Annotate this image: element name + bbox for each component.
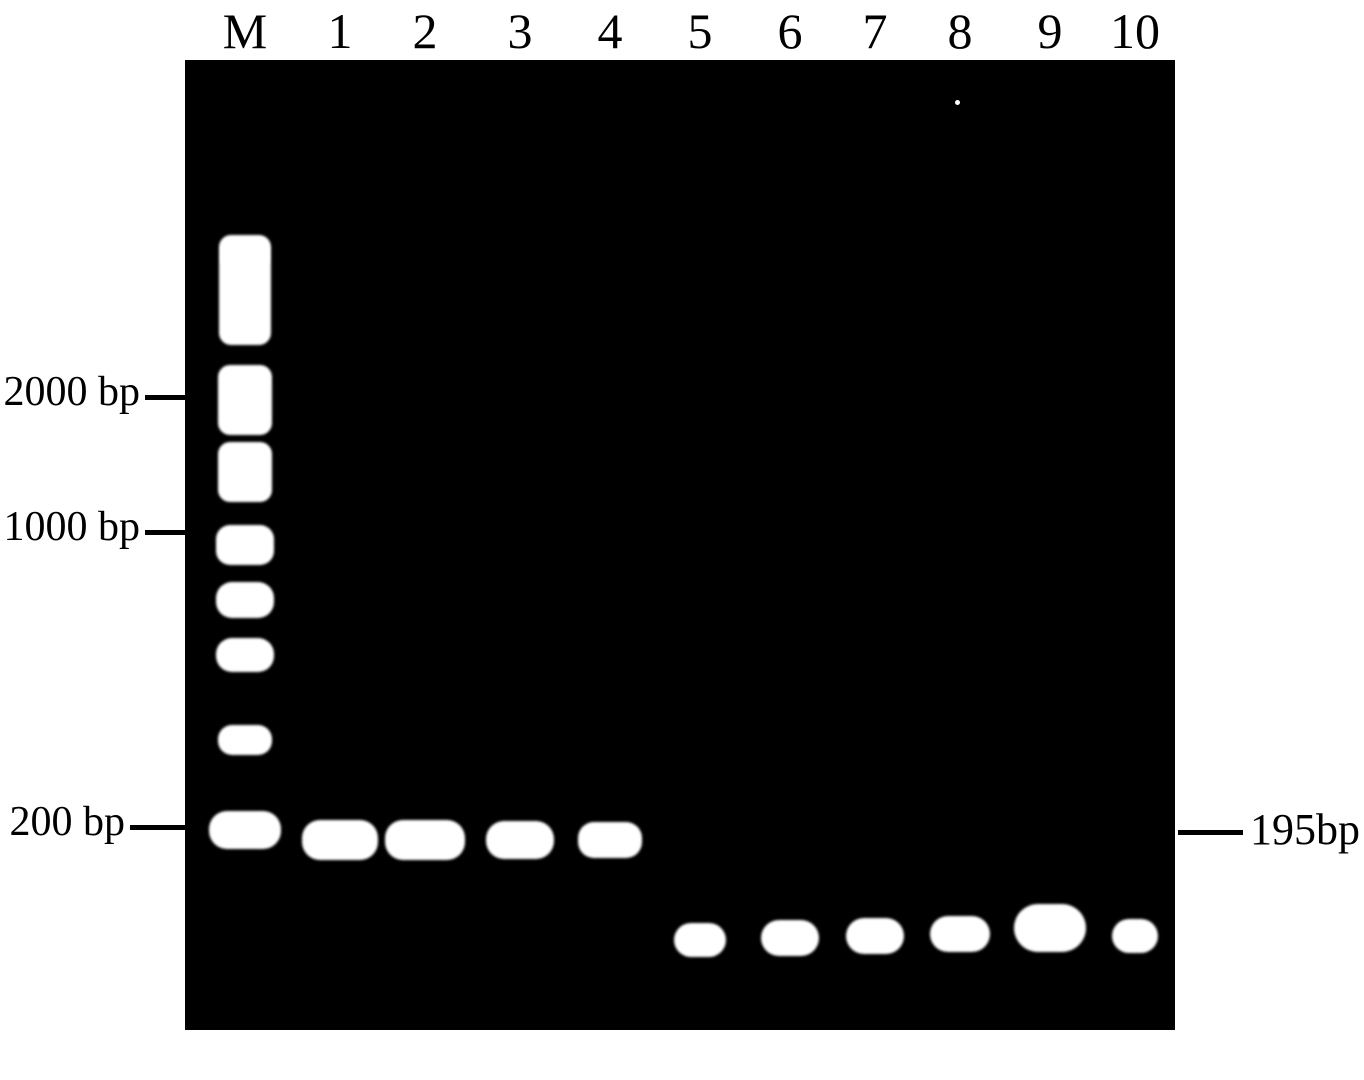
artifact-speck <box>955 100 960 105</box>
lane-label-7: 7 <box>863 2 888 60</box>
sample-band-primer-dimer <box>1112 919 1158 953</box>
marker-tick-200bp <box>130 825 185 830</box>
lane-label-3: 3 <box>508 2 533 60</box>
marker-tick-1000bp <box>145 530 185 535</box>
lane-label-4: 4 <box>598 2 623 60</box>
lane-label-9: 9 <box>1038 2 1063 60</box>
ladder-band <box>209 811 281 849</box>
ladder-band <box>219 235 271 345</box>
lane-label-2: 2 <box>413 2 438 60</box>
sample-band-195bp <box>486 821 554 859</box>
sample-band-195bp <box>385 820 465 860</box>
sample-band-195bp <box>578 822 642 858</box>
lane-label-1: 1 <box>328 2 353 60</box>
lane-label-8: 8 <box>948 2 973 60</box>
sample-band-primer-dimer <box>930 916 990 952</box>
lane-label-M: M <box>223 2 267 60</box>
sample-band-primer-dimer <box>1014 904 1086 952</box>
marker-label-200bp: 200 bp <box>0 798 125 846</box>
ladder-band <box>216 638 274 672</box>
ladder-band <box>218 442 272 502</box>
ladder-band <box>216 582 274 618</box>
sample-band-primer-dimer <box>674 923 726 957</box>
product-tick-195bp <box>1178 830 1243 835</box>
ladder-band <box>218 365 272 435</box>
marker-tick-2000bp <box>145 395 185 400</box>
product-label-195bp: 195bp <box>1250 804 1360 855</box>
sample-band-primer-dimer <box>761 920 819 956</box>
marker-label-2000bp: 2000 bp <box>0 368 140 416</box>
lane-label-5: 5 <box>688 2 713 60</box>
sample-band-195bp <box>302 820 378 860</box>
lane-label-6: 6 <box>778 2 803 60</box>
ladder-band <box>216 525 274 565</box>
figure-stage: M 1 2 3 4 5 6 7 8 9 10 2000 bp 1000 bp 2… <box>0 0 1364 1080</box>
ladder-band <box>218 725 272 755</box>
gel-image <box>185 60 1175 1030</box>
lane-label-10: 10 <box>1110 2 1160 60</box>
marker-label-1000bp: 1000 bp <box>0 503 140 551</box>
sample-band-primer-dimer <box>846 918 904 954</box>
